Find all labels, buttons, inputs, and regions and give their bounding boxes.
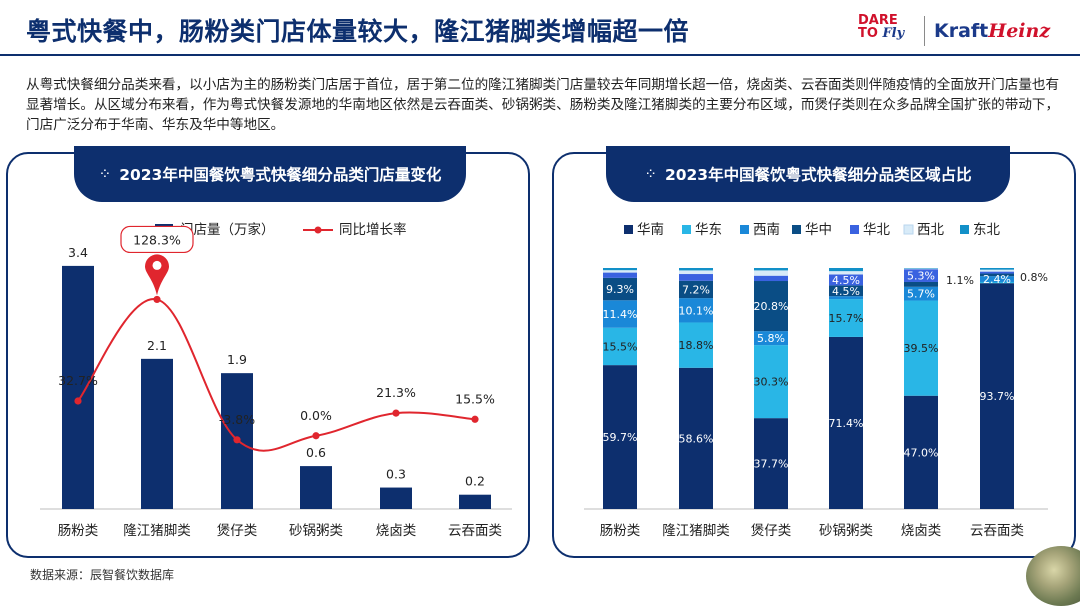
- data-source: 数据来源：辰智餐饮数据库: [30, 566, 174, 583]
- segment-value-label: 5.8%: [757, 332, 785, 345]
- outside-value-label: 0.8%: [1020, 271, 1048, 284]
- segment-value-label: 10.1%: [679, 304, 714, 317]
- segment-value-label: 2.4%: [983, 273, 1011, 286]
- segment-value-label: 37.7%: [754, 458, 789, 471]
- legend-swatch: [904, 225, 913, 234]
- stacked-segment: [603, 273, 637, 278]
- legend-swatch: [850, 225, 859, 234]
- segment-value-label: 47.0%: [904, 446, 939, 459]
- segment-value-label: 18.8%: [679, 339, 714, 352]
- legend-swatch: [792, 225, 801, 234]
- segment-value-label: 93.7%: [980, 390, 1015, 403]
- stacked-segment: [980, 268, 1014, 270]
- legend-label: 华东: [695, 222, 722, 238]
- segment-value-label: 15.7%: [829, 312, 864, 325]
- segment-value-label: 7.2%: [682, 283, 710, 296]
- segment-value-label: 39.5%: [904, 342, 939, 355]
- outside-value-label: 1.1%: [946, 274, 974, 287]
- legend-swatch: [682, 225, 691, 234]
- stacked-segment: [754, 268, 788, 270]
- segment-value-label: 5.3%: [907, 270, 935, 283]
- legend-label: 华北: [863, 222, 891, 238]
- segment-value-label: 20.8%: [754, 300, 789, 313]
- x-tick-label: 肠粉类: [600, 523, 641, 539]
- legend-swatch: [740, 225, 749, 234]
- legend-swatch: [624, 225, 633, 234]
- segment-value-label: 9.3%: [606, 283, 634, 296]
- legend-label: 西南: [753, 222, 780, 238]
- segment-value-label: 71.4%: [829, 417, 864, 430]
- segment-value-label: 4.5%: [832, 274, 860, 287]
- x-tick-label: 隆江猪脚类: [662, 523, 730, 539]
- stacked-segment: [754, 270, 788, 275]
- x-tick-label: 云吞面类: [970, 523, 1024, 539]
- stacked-segment: [603, 270, 637, 272]
- segment-value-label: 5.7%: [907, 288, 935, 301]
- stacked-segment: [754, 276, 788, 281]
- stacked-segment: [679, 268, 713, 270]
- region-share-chart: 华南 华东 西南 华中 华北 西北 东北 59.7% 15.5% 11.4% 9.3% 肠粉类 58.6…: [0, 0, 1080, 588]
- stacked-segment: [904, 282, 938, 287]
- stacked-segment: [980, 270, 1014, 272]
- segment-value-label: 11.4%: [603, 308, 638, 321]
- stacked-segment: [679, 270, 713, 274]
- stacked-segment: [603, 268, 637, 270]
- legend-label: 华南: [637, 222, 664, 238]
- x-tick-label: 煲仔类: [751, 522, 792, 539]
- x-tick-label: 砂锅粥类: [819, 522, 873, 539]
- segment-value-label: 15.5%: [603, 340, 638, 353]
- legend-label: 华中: [805, 222, 832, 238]
- legend-swatch: [960, 225, 969, 234]
- stacked-segment: [829, 268, 863, 271]
- stacked-segment: [679, 274, 713, 281]
- food-photo-decoration: [1026, 546, 1080, 606]
- segment-value-label: 59.7%: [603, 431, 638, 444]
- segment-value-label: 30.3%: [754, 376, 789, 389]
- legend-label: 西北: [917, 222, 945, 238]
- x-tick-label: 烧卤类: [901, 523, 942, 539]
- segment-value-label: 58.6%: [679, 432, 714, 445]
- legend-label: 东北: [973, 222, 1001, 238]
